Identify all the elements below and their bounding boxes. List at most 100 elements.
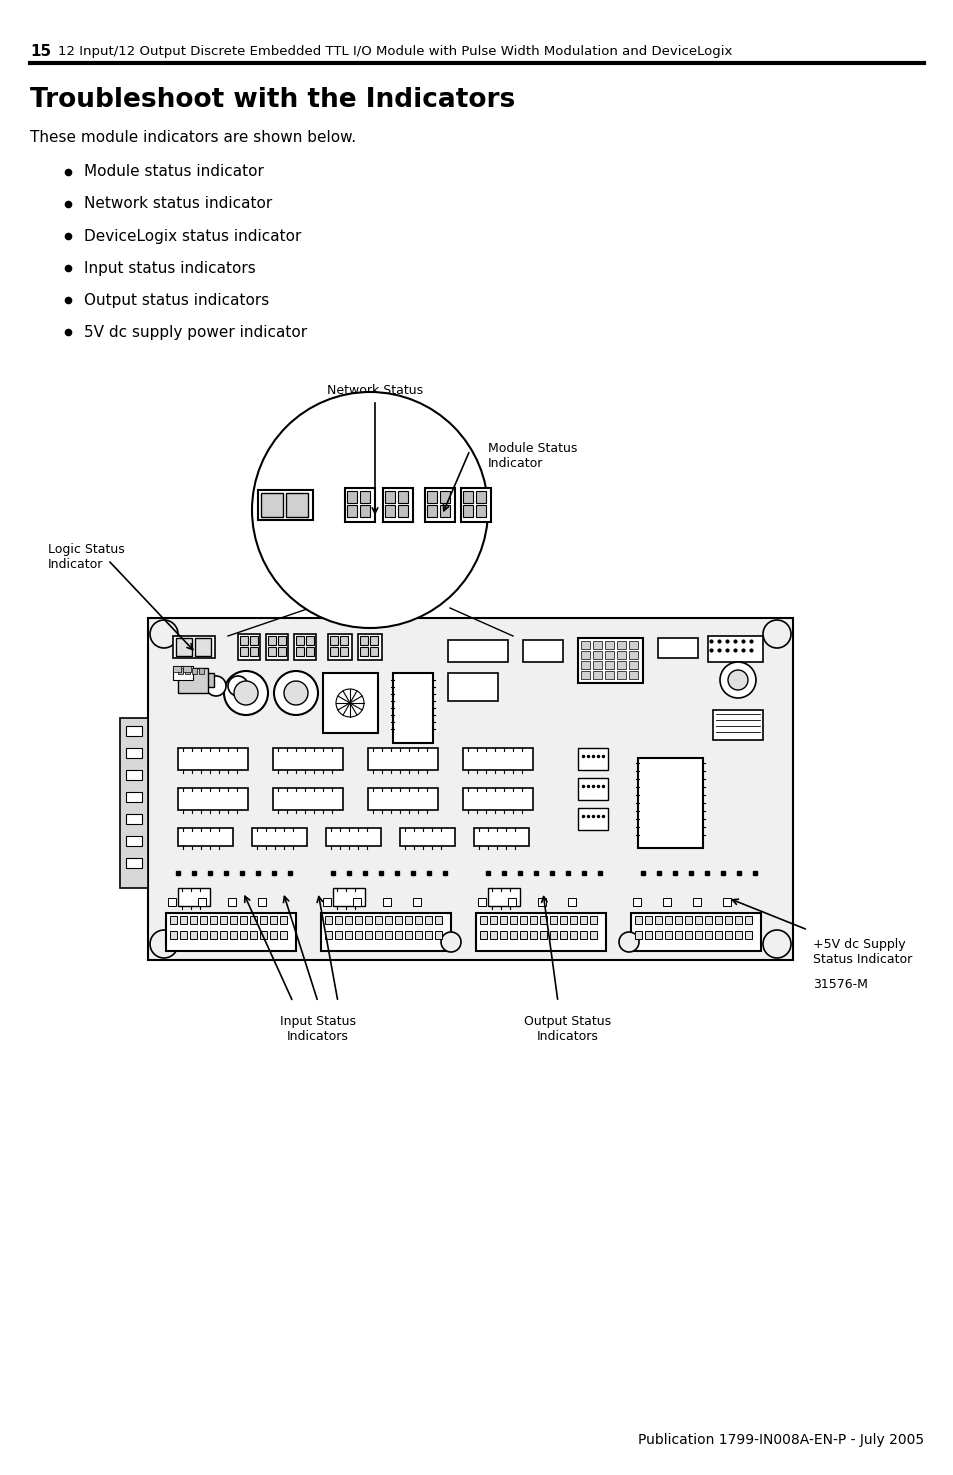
Bar [714, 916, 721, 923]
Bar [488, 888, 519, 906]
Bar [178, 748, 248, 770]
Bar [633, 898, 640, 906]
Bar [178, 668, 208, 693]
Bar [368, 788, 437, 810]
Bar [194, 639, 211, 656]
Bar [120, 718, 148, 888]
Bar [617, 642, 625, 649]
Bar [325, 916, 332, 923]
Text: Network status indicator: Network status indicator [84, 196, 272, 211]
Bar [448, 673, 497, 701]
Bar [178, 888, 210, 906]
Bar [178, 827, 233, 847]
Bar [724, 916, 731, 923]
Bar [382, 898, 391, 906]
Bar [522, 640, 562, 662]
Bar [462, 748, 533, 770]
Bar [280, 916, 287, 923]
Bar [228, 898, 235, 906]
Bar [199, 668, 204, 674]
Bar [578, 777, 607, 799]
Bar [273, 788, 343, 810]
Bar [345, 488, 375, 522]
Bar [580, 671, 589, 678]
Bar [339, 636, 348, 645]
Bar [593, 650, 601, 659]
Bar [476, 504, 485, 518]
Bar [664, 916, 671, 923]
Bar [579, 916, 586, 923]
Text: Output status indicators: Output status indicators [84, 292, 269, 307]
Bar [295, 636, 304, 645]
Bar [462, 491, 473, 503]
Bar [353, 898, 360, 906]
Text: Input status indicators: Input status indicators [84, 261, 255, 276]
Bar [448, 640, 507, 662]
Circle shape [228, 676, 248, 696]
Bar [415, 931, 421, 940]
Bar [166, 913, 295, 951]
Bar [604, 650, 614, 659]
Bar [172, 636, 214, 658]
Text: Module Status
Indicator: Module Status Indicator [488, 442, 577, 471]
Bar [295, 648, 304, 656]
Bar [724, 931, 731, 940]
Bar [230, 916, 236, 923]
Bar [490, 916, 497, 923]
Bar [395, 916, 401, 923]
Bar [385, 916, 392, 923]
Bar [628, 671, 638, 678]
Bar [630, 913, 760, 951]
Bar [260, 931, 267, 940]
Bar [323, 898, 331, 906]
Circle shape [150, 931, 178, 957]
Bar [375, 931, 381, 940]
Bar [427, 504, 436, 518]
Bar [395, 931, 401, 940]
Bar [662, 898, 670, 906]
Bar [339, 648, 348, 656]
Circle shape [284, 681, 308, 705]
Bar [712, 709, 762, 740]
Bar [280, 931, 287, 940]
Bar [126, 836, 142, 847]
Bar [579, 931, 586, 940]
Bar [550, 916, 557, 923]
Bar [477, 898, 485, 906]
Bar [190, 916, 196, 923]
Circle shape [440, 932, 460, 951]
Bar [230, 931, 236, 940]
Bar [326, 827, 380, 847]
Bar [578, 639, 642, 683]
Bar [240, 931, 247, 940]
Bar [479, 931, 486, 940]
Bar [359, 636, 368, 645]
Bar [405, 916, 412, 923]
Bar [692, 898, 700, 906]
Circle shape [720, 662, 755, 698]
Bar [268, 636, 275, 645]
Bar [375, 916, 381, 923]
Bar [385, 504, 395, 518]
Bar [675, 931, 681, 940]
Bar [250, 916, 256, 923]
Bar [704, 916, 711, 923]
Bar [126, 726, 142, 736]
Bar [368, 748, 437, 770]
Circle shape [274, 671, 317, 715]
Bar [593, 671, 601, 678]
Bar [206, 673, 213, 687]
Text: Network Status
Indicator: Network Status Indicator [327, 384, 422, 412]
Bar [424, 488, 455, 522]
Bar [320, 913, 451, 951]
Bar [604, 642, 614, 649]
Bar [270, 916, 276, 923]
Bar [539, 916, 546, 923]
Bar [172, 667, 193, 680]
Bar [359, 648, 368, 656]
Bar [499, 916, 506, 923]
Bar [335, 931, 341, 940]
Bar [359, 491, 370, 503]
Bar [734, 916, 741, 923]
Bar [510, 931, 517, 940]
